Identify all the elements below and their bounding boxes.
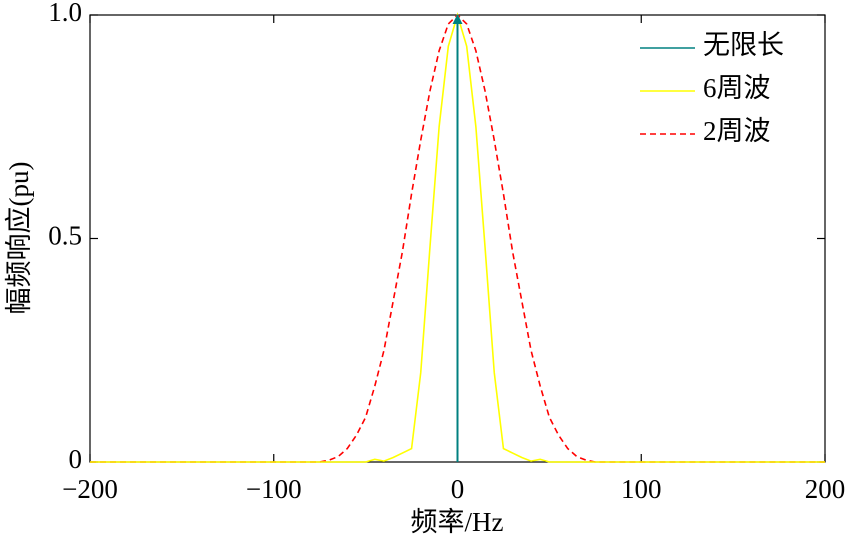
x-tick-label: 200 bbox=[805, 474, 846, 504]
y-tick-label: 0 bbox=[69, 444, 83, 474]
x-tick-label: −100 bbox=[246, 474, 302, 504]
y-axis-label: 幅频响应(pu) bbox=[4, 162, 34, 315]
x-tick-label: 0 bbox=[451, 474, 465, 504]
legend-label: 无限长 bbox=[703, 30, 784, 60]
x-tick-label: 100 bbox=[621, 474, 662, 504]
legend-label: 6周波 bbox=[703, 73, 771, 103]
y-tick-label: 0.5 bbox=[48, 221, 82, 251]
y-tick-label: 1.0 bbox=[48, 0, 82, 27]
x-axis-label: 频率/Hz bbox=[411, 507, 504, 537]
x-tick-label: −200 bbox=[62, 474, 118, 504]
legend-label: 2周波 bbox=[703, 116, 771, 146]
